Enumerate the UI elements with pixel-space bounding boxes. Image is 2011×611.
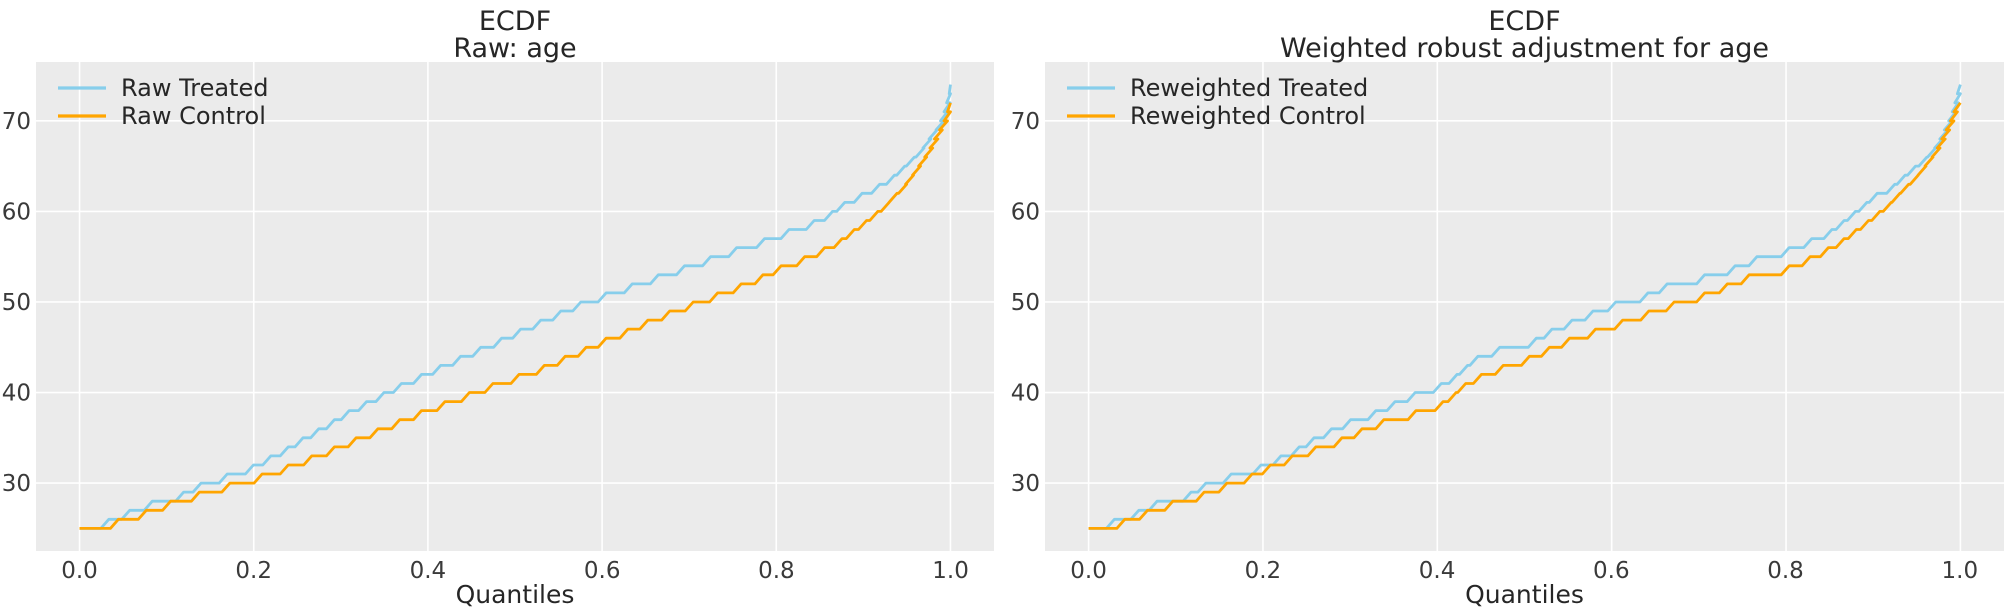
x-tick-label: 1.0 bbox=[1942, 558, 1979, 584]
legend-label-control: Reweighted Control bbox=[1130, 102, 1366, 130]
x-tick-label: 0.8 bbox=[758, 558, 795, 584]
x-axis-label: Quantiles bbox=[1465, 580, 1584, 609]
x-tick-label: 0.2 bbox=[1245, 558, 1282, 584]
x-tick-label: 0.0 bbox=[61, 558, 98, 584]
x-axis-label: Quantiles bbox=[456, 580, 575, 609]
raw-control-line bbox=[79, 102, 952, 530]
panel-title-line1: ECDF bbox=[479, 6, 551, 37]
y-tick-label: 50 bbox=[1011, 290, 1040, 316]
legend-label-treated: Reweighted Treated bbox=[1130, 74, 1368, 102]
x-tick-label: 0.4 bbox=[410, 558, 447, 584]
reweighted-treated-line bbox=[1088, 84, 1962, 530]
legend-label-treated: Raw Treated bbox=[121, 74, 268, 102]
y-tick-label: 30 bbox=[2, 471, 31, 497]
legend: Raw Treated Raw Control bbox=[58, 74, 268, 130]
legend: Reweighted Treated Reweighted Control bbox=[1067, 74, 1368, 130]
y-tick-label: 50 bbox=[2, 290, 31, 316]
panel-raw: ECDF Raw: age 0.0 0.2 0.4 0.6 0.8 1.0 30… bbox=[2, 6, 994, 609]
plot-area bbox=[1045, 62, 2004, 551]
y-tick-label: 40 bbox=[1011, 381, 1040, 407]
x-tick-label: 0.4 bbox=[1419, 558, 1456, 584]
x-tick-label: 0.6 bbox=[584, 558, 621, 584]
plot-area bbox=[36, 62, 994, 551]
legend-label-control: Raw Control bbox=[121, 102, 266, 130]
panel-weighted: ECDF Weighted robust adjustment for age … bbox=[1011, 6, 2004, 609]
y-tick-label: 40 bbox=[2, 381, 31, 407]
x-tick-label: 0.2 bbox=[235, 558, 272, 584]
y-tick-label: 60 bbox=[1011, 199, 1040, 225]
x-tick-label: 1.0 bbox=[932, 558, 969, 584]
panel-title-line2: Raw: age bbox=[453, 33, 576, 64]
reweighted-control-line bbox=[1088, 101, 1962, 530]
raw-treated-line bbox=[79, 84, 952, 530]
y-tick-label: 30 bbox=[1011, 471, 1040, 497]
x-tick-label: 0.0 bbox=[1070, 558, 1107, 584]
panel-title-line1: ECDF bbox=[1488, 6, 1560, 37]
y-tick-label: 60 bbox=[2, 199, 31, 225]
y-tick-label: 70 bbox=[1011, 109, 1040, 135]
panel-title-line2: Weighted robust adjustment for age bbox=[1280, 33, 1769, 64]
x-tick-label: 0.6 bbox=[1593, 558, 1630, 584]
y-tick-label: 70 bbox=[2, 109, 31, 135]
x-tick-label: 0.8 bbox=[1767, 558, 1804, 584]
